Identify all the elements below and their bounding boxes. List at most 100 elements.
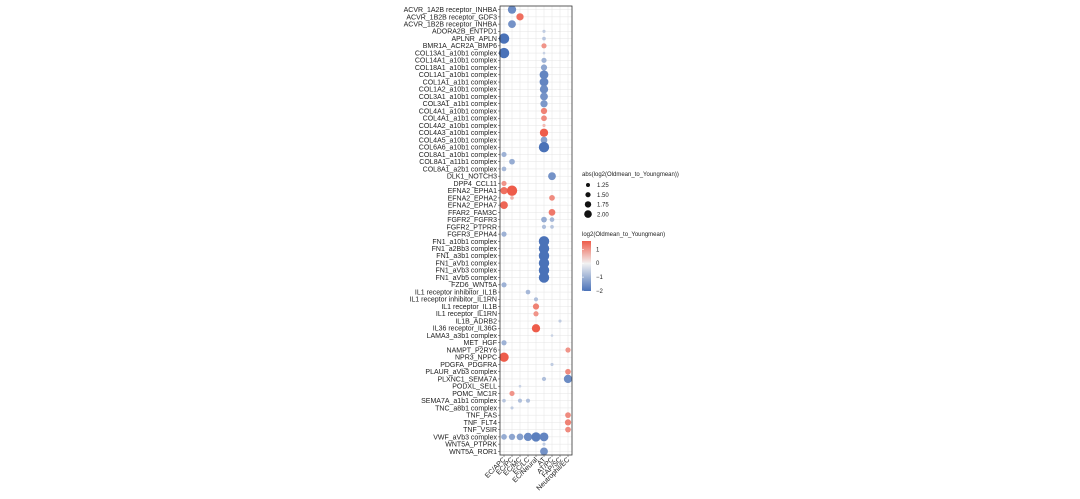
y-tick-label: TNF_VSIR [463, 427, 497, 434]
y-tick-label: BMR1A_ACR2A_BMP6 [423, 43, 497, 50]
y-tick-label: VWF_aVb3 complex [433, 434, 497, 441]
y-tick-label: PLXNC1_SEMA7A [437, 376, 497, 383]
data-point [523, 432, 533, 442]
data-point [510, 196, 514, 200]
data-point [501, 231, 507, 237]
colorbar-label: 0 [596, 261, 600, 267]
y-tick-label: IL1 receptor_IL1RN [436, 311, 497, 318]
color-legend: log2(Oldmean_to_Youngmean) 1 0 −1 −2 [582, 232, 665, 295]
size-legend-label: 2.00 [597, 212, 609, 218]
size-legend-label: 1.75 [597, 203, 609, 209]
data-point [538, 272, 550, 283]
data-point [540, 100, 548, 108]
y-tick-label: PLAUR_aVb3 complex [425, 369, 497, 376]
y-tick-label: COL4A1_a10b1 complex [419, 108, 498, 115]
data-points [498, 5, 573, 456]
data-point [532, 303, 540, 310]
y-tick-label: COL4A5_a10b1 complex [419, 137, 498, 144]
y-tick-label: COL4A3_a10b1 complex [419, 130, 498, 137]
y-tick-label: PDGFA_PDGFRA [440, 362, 497, 369]
data-point [541, 57, 547, 63]
y-tick-label: IL1B_ADRB2 [455, 318, 497, 325]
y-tick-label: LAMA3_a3b1 complex [427, 333, 498, 340]
y-tick-label: POMC_MC1R [452, 391, 497, 398]
data-point [538, 265, 550, 276]
colorbar-label: 1 [596, 247, 600, 253]
y-tick-label: COL1A1_a10b1 complex [419, 72, 498, 79]
data-point [540, 92, 548, 101]
data-point [502, 398, 506, 403]
data-point [548, 172, 556, 181]
data-point [541, 376, 547, 382]
data-point [525, 289, 531, 295]
data-point [539, 77, 549, 87]
colorbar [582, 241, 591, 291]
y-tick-label: FN1_aVb3 complex [436, 268, 498, 275]
size-legend-key [584, 201, 592, 208]
data-point [550, 334, 554, 337]
y-tick-label: EFNA2_EPHA7 [448, 203, 498, 210]
colorbar-label: −1 [596, 275, 604, 281]
data-point [501, 282, 507, 288]
data-point [500, 187, 508, 195]
y-tick-label: TNC_a8b1 complex [435, 405, 497, 412]
y-tick-label: NAMPT_P2RY6 [447, 347, 498, 354]
data-point [542, 36, 546, 41]
y-tick-label: ACVR_1A2B receptor_INHBA [404, 7, 498, 14]
data-point [541, 115, 547, 122]
y-tick-label: COL8A1_a11b1 complex [419, 159, 497, 166]
data-point [518, 384, 522, 388]
data-point [539, 70, 549, 80]
y-tick-label: IL1 receptor inhibitor_IL1RN [409, 297, 497, 304]
y-tick-label: EFNA2_EPHA1 [448, 188, 498, 195]
data-point [541, 43, 547, 49]
size-legend-key [585, 192, 591, 198]
y-tick-label: FGFR3_EPHA4 [447, 232, 497, 239]
data-point [540, 107, 548, 115]
size-legend-label: 1.50 [597, 193, 609, 199]
data-point [550, 225, 554, 229]
x-axis: EC/APCEC/PCEC/MCEC/LCEC/NeuralATAT/PCFAP… [484, 455, 571, 492]
data-point [565, 412, 571, 419]
y-tick-label: ADORA2B_ENTPD1 [432, 29, 497, 36]
data-point [549, 195, 555, 201]
data-point [501, 166, 507, 172]
data-point [533, 297, 539, 302]
colorbar-label: −2 [596, 289, 604, 295]
y-tick-label: IL1 receptor_IL1B [441, 304, 497, 311]
y-tick-label: EFNA2_EPHA2 [448, 195, 498, 202]
y-tick-label: PODXL_SELL [452, 384, 497, 391]
y-tick-label: COL6A6_a10b1 complex [419, 145, 498, 152]
y-tick-label: FGFR2_FGFR3 [447, 217, 497, 224]
size-legend-key [586, 183, 590, 187]
y-tick-label: FFAR2_FAM3C [448, 210, 497, 217]
x-tick-label: AT [536, 456, 547, 467]
grid-lines [500, 6, 572, 455]
data-point [501, 434, 507, 440]
data-point [538, 250, 550, 262]
data-point [501, 340, 507, 346]
data-point [500, 201, 508, 210]
size-legend-label: 1.25 [597, 183, 609, 189]
data-point [538, 236, 550, 247]
y-tick-label: COL14A1_a10b1 complex [415, 58, 498, 65]
data-point [539, 85, 549, 94]
y-tick-label: COL18A1_a10b1 complex [415, 65, 498, 72]
data-point [548, 209, 556, 216]
data-point [531, 324, 541, 333]
data-point [539, 128, 549, 137]
y-tick-label: IL36 receptor_IL36G [433, 326, 497, 333]
data-point [565, 347, 571, 353]
y-tick-label: COL4A2_a10b1 complex [419, 123, 498, 130]
y-tick-label: WNT5A_ROR1 [449, 449, 497, 456]
data-point [506, 185, 518, 196]
y-tick-label: SEMA7A_a1b1 complex [421, 398, 497, 405]
size-legend: abs(log2(Oldmean_to_Youngmean)) 1.25 1.50 1… [582, 172, 679, 218]
y-tick-label: NPR3_NPPC [455, 355, 497, 362]
y-tick-label: FGFR2_PTPRR [446, 224, 497, 231]
data-point [509, 390, 515, 397]
size-legend-key [584, 210, 592, 218]
data-point [509, 158, 515, 165]
y-tick-label: FN1_a3b1 complex [436, 253, 497, 260]
data-point [538, 243, 550, 254]
